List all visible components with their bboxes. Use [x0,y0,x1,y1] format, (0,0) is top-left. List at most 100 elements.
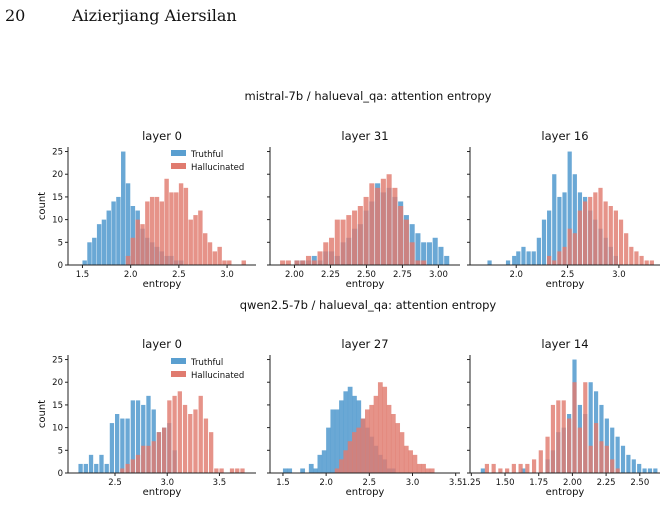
bar-f0-p0-hallucinated [198,210,203,265]
bar-f1-p1-hallucinated [390,414,396,473]
bar-f0-p2-hallucinated [557,251,562,265]
y-tick-label-f1-p0: 10 [52,424,63,434]
bar-f1-p2-hallucinated [572,382,577,473]
bar-f0-p2-hallucinated [649,260,654,265]
bar-f1-p2-hallucinated [505,468,510,473]
bar-f1-p0-truthful [78,463,83,473]
bar-f1-p1-hallucinated [347,441,353,473]
bar-f0-p0-hallucinated [145,201,150,265]
bar-f0-p0-truthful [116,196,121,265]
x-tick-label-f0-p0: 2.0 [124,270,138,280]
x-tick-label-f0-p2: 2.0 [509,270,523,280]
bar-f1-p1-hallucinated [399,432,405,473]
bar-f0-p2-truthful [516,251,521,265]
x-tick-label-f1-p0: 2.5 [108,478,122,488]
bar-f1-p1-hallucinated [343,450,349,473]
bar-f0-p0-hallucinated [140,224,145,265]
bar-f0-p2-hallucinated [582,201,588,265]
bar-f0-p2-truthful [487,260,492,265]
bar-f0-p2-hallucinated [618,219,624,265]
bar-f0-p0-hallucinated [183,187,189,265]
bar-f0-p2-hallucinated [593,192,598,265]
bar-f1-p2-hallucinated [531,459,537,473]
bar-f0-p1-hallucinated [357,206,363,265]
bar-f1-p1-truthful [321,450,327,473]
bar-f0-p2-truthful [531,251,536,265]
bar-f0-p2-hallucinated [567,228,572,265]
bar-f1-p1-hallucinated [386,404,392,473]
bar-f0-p1-truthful [444,255,450,265]
y-tick-label-f1-p0: 0 [58,469,63,479]
bar-f1-p0-truthful [94,463,99,473]
bar-f1-p1-hallucinated [352,432,357,473]
bar-f0-p0-hallucinated [217,246,222,265]
x-axis-label-f0-p2: entropy [546,279,585,290]
bar-f1-p2-hallucinated [561,400,566,473]
bar-f1-p1-truthful [330,409,336,473]
bar-f0-p0-truthful [121,151,126,265]
x-tick-label-f0-p0: 2.5 [172,270,186,280]
bar-f1-p2-hallucinated [604,445,609,473]
bar-f0-p0-truthful [82,260,87,265]
bar-f0-p1-hallucinated [311,260,317,265]
bar-f0-p1-hallucinated [352,210,358,265]
bar-f1-p2-hallucinated [556,400,561,473]
legend-label-hallucinated-f1-p0: Hallucinated [191,371,244,381]
bar-f0-p1-hallucinated [369,183,375,265]
legend-swatch-hallucinated-f1-p0 [171,371,186,377]
bar-f1-p1-hallucinated [369,404,375,473]
bar-f0-p2-hallucinated [624,233,629,265]
bar-f1-p1-hallucinated [356,427,362,473]
bar-f0-p1-hallucinated [294,260,300,265]
legend-swatch-truthful-f1-p0 [171,358,186,364]
x-tick-label-f0-p1: 2.75 [393,270,412,280]
bar-f1-p1-truthful [282,468,288,473]
panel-title-f0-p1: layer 31 [341,129,388,143]
bar-f0-p0-hallucinated [154,196,160,265]
bar-f0-p2-hallucinated [644,260,649,265]
legend-swatch-hallucinated-f0-p0 [171,163,186,169]
bar-f0-p1-hallucinated [285,260,291,265]
bar-f0-p2-hallucinated [547,255,552,265]
bar-f0-p1-hallucinated [334,219,340,265]
bar-f0-p1-hallucinated [346,215,352,265]
panel-title-f1-p2: layer 14 [541,337,588,351]
bar-f1-p0-hallucinated [125,463,130,473]
x-tick-label-f1-p2: 2.00 [563,478,582,488]
bar-f0-p1-hallucinated [409,242,415,265]
bar-f1-p1-hallucinated [334,468,340,473]
bar-f0-p2-hallucinated [603,201,608,265]
y-tick-label-f1-p0: 5 [58,446,63,456]
y-tick-label-f0-p0: 10 [52,216,63,226]
bar-f0-p0-hallucinated [159,201,165,265]
bar-f1-p1-hallucinated [416,463,422,473]
bar-f1-p0-hallucinated [167,400,172,473]
bar-f1-p1-hallucinated [377,382,383,473]
panel-title-f1-p0: layer 0 [142,337,182,351]
bar-f1-p1-hallucinated [429,468,435,473]
bar-f0-p2-hallucinated [572,233,577,265]
bar-f1-p1-hallucinated [421,463,426,473]
bar-f0-p0-truthful [130,206,136,265]
bar-f1-p2-truthful [521,468,526,473]
bar-f0-p1-hallucinated [317,251,323,265]
bar-f1-p0-truthful [99,454,104,473]
x-tick-label-f1-p0: 3.5 [213,478,227,488]
bar-f0-p0-truthful [125,183,131,265]
bar-f0-p2-hallucinated [562,246,567,265]
bar-f0-p0-hallucinated [202,233,208,265]
bar-f1-p0-truthful [115,414,120,473]
bar-f1-p0-hallucinated [130,459,135,473]
bar-f1-p0-truthful [120,418,125,473]
bar-f1-p0-hallucinated [188,414,193,473]
bar-f1-p0-truthful [83,463,88,473]
bar-f0-p0-truthful [106,210,111,265]
x-tick-label-f1-p2: 2.25 [597,478,616,488]
bar-f0-p2-hallucinated [588,196,593,265]
bar-f0-p0-hallucinated [125,255,131,265]
bar-f0-p0-truthful [111,201,116,265]
legend-label-truthful-f0-p0: Truthful [190,150,223,160]
bar-f1-p1-hallucinated [425,468,431,473]
bar-f0-p1-hallucinated [386,174,392,265]
